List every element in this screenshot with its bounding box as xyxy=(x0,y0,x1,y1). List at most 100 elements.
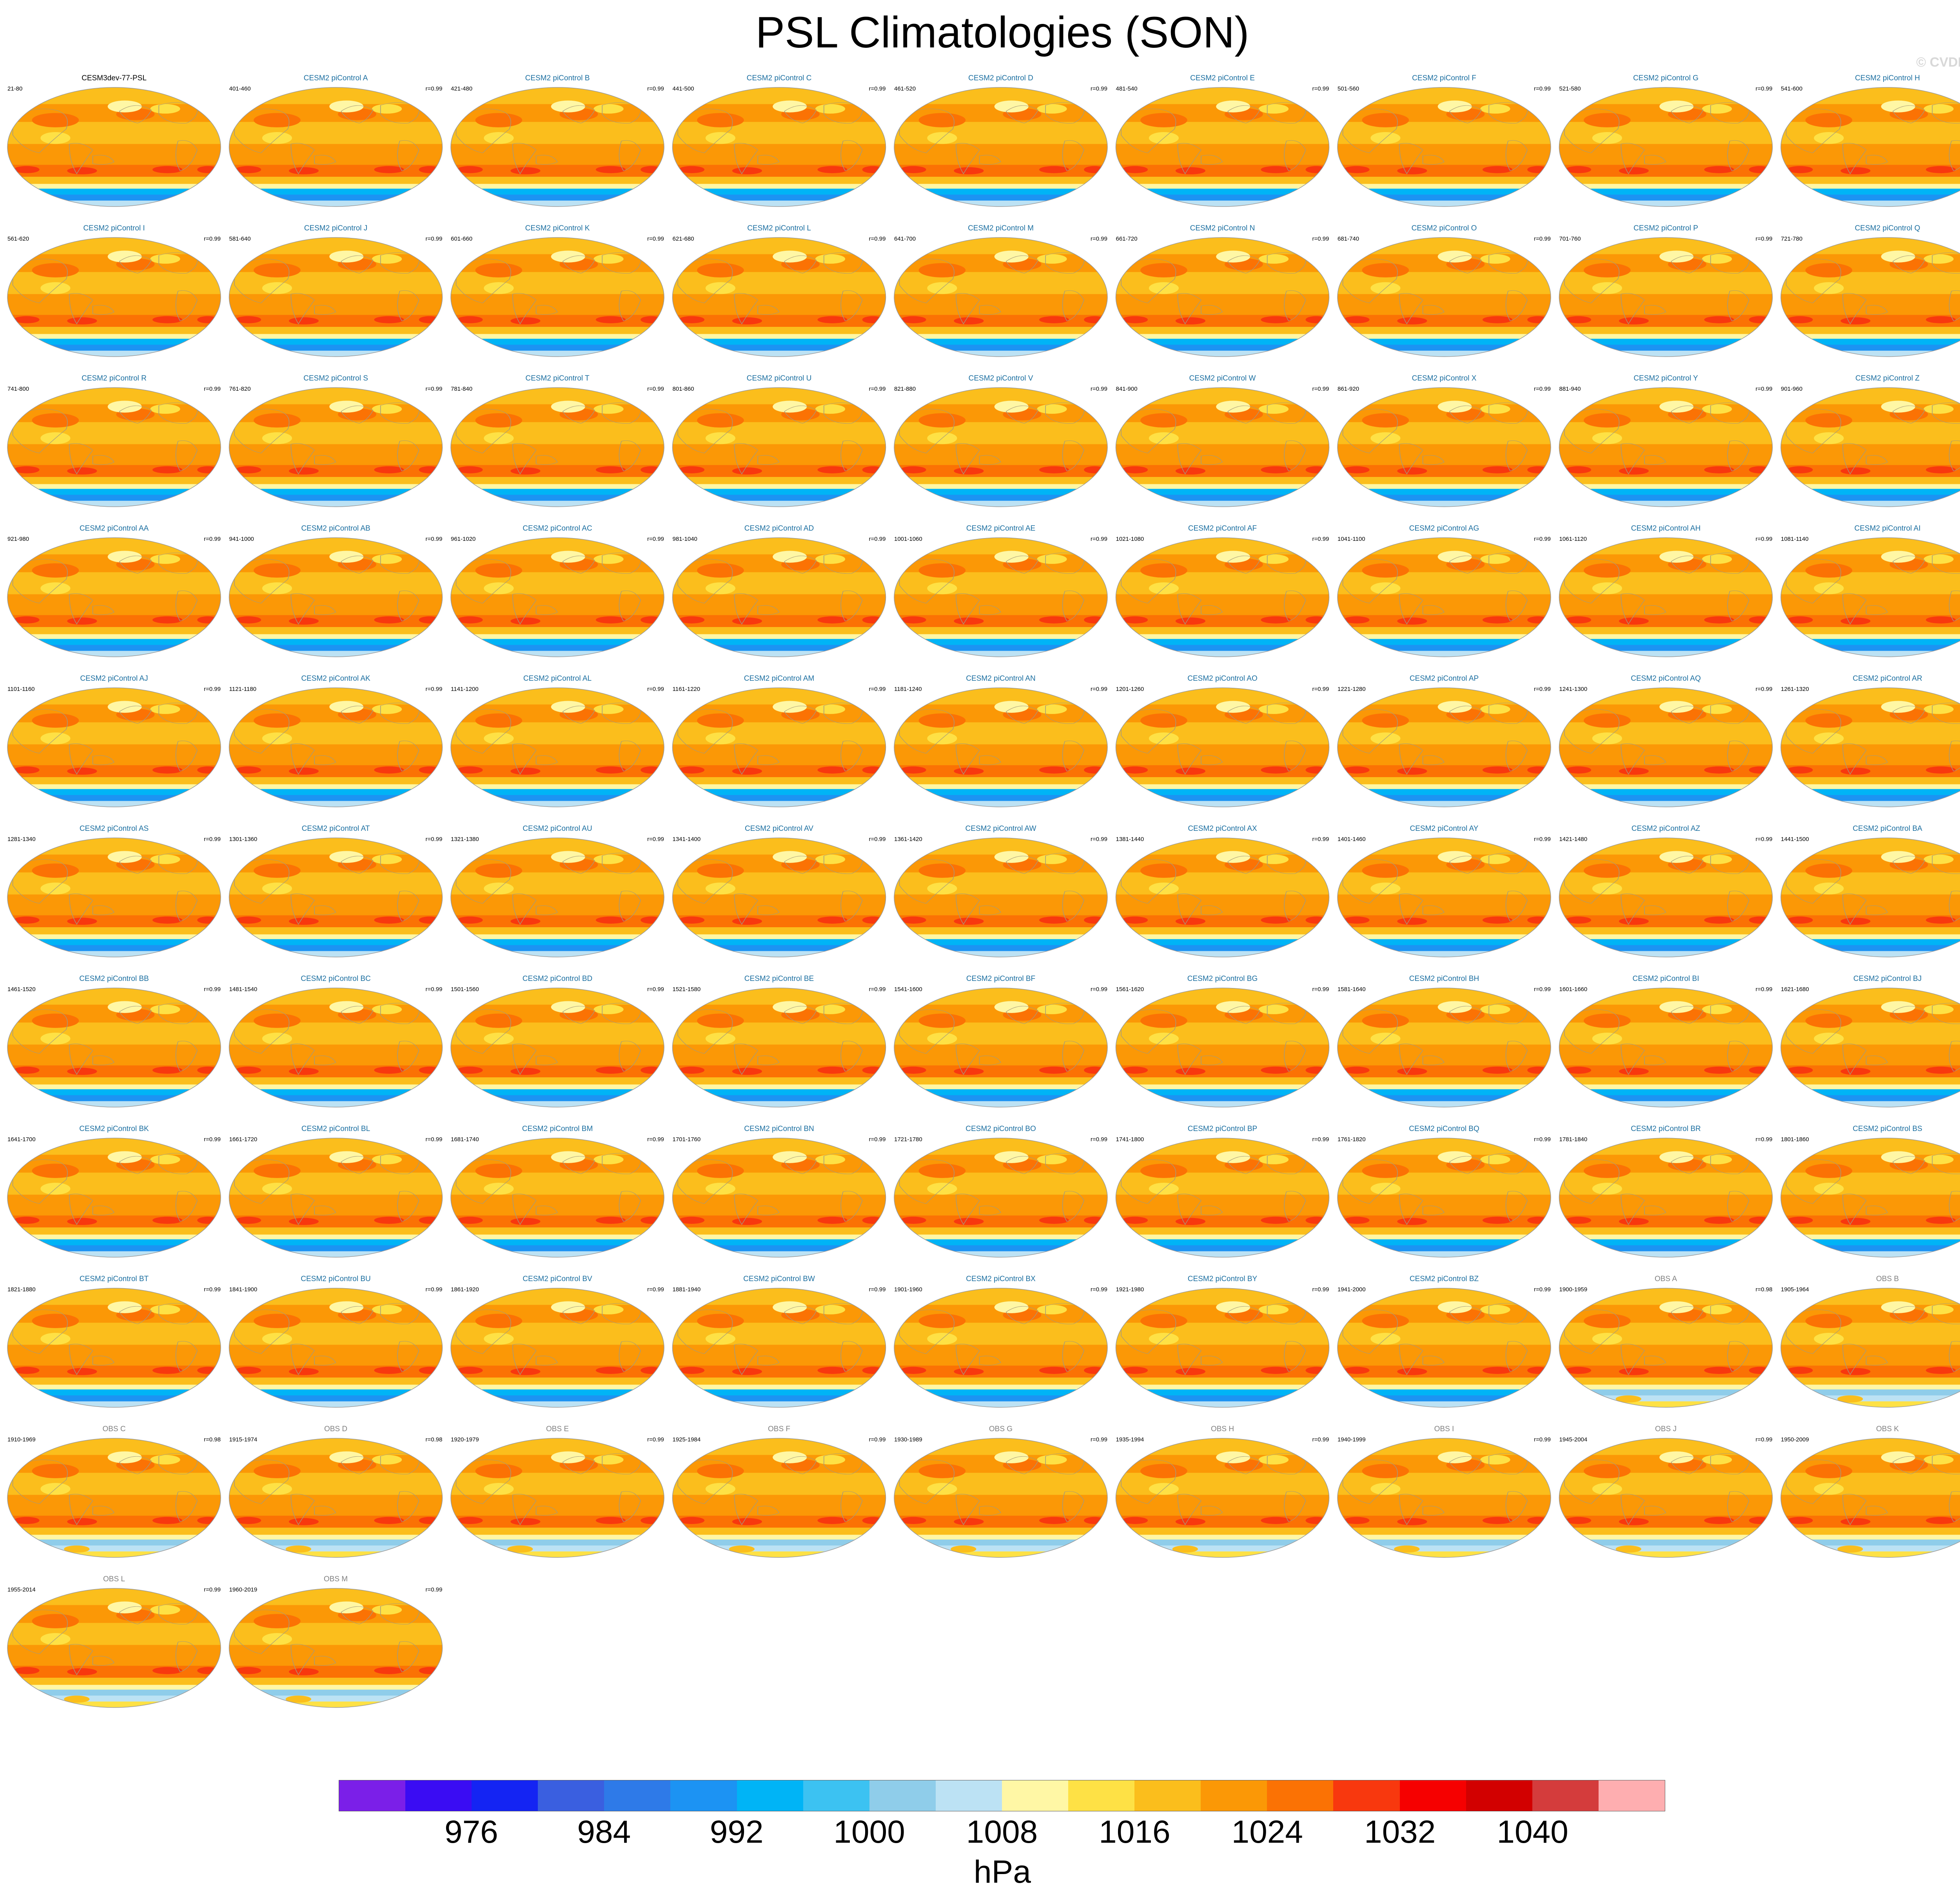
panel-title: CESM2 piControl BU xyxy=(301,1275,370,1283)
pressure-band xyxy=(451,639,664,645)
coastlines xyxy=(1121,102,1307,174)
continent-outline xyxy=(1866,305,1888,315)
pressure-cell xyxy=(1926,316,1956,323)
pressure-cell xyxy=(900,1216,926,1224)
pressure-band xyxy=(1116,1215,1329,1228)
pressure-cell xyxy=(107,1001,142,1013)
pressure-cell xyxy=(475,713,523,728)
continent-outline xyxy=(69,1044,93,1075)
pressure-cell xyxy=(1805,713,1853,728)
coastlines xyxy=(234,703,420,775)
continent-outline xyxy=(1786,559,1841,604)
pressure-band xyxy=(894,1535,1107,1540)
globe-border xyxy=(450,537,664,657)
pressure-cell xyxy=(1175,1368,1205,1375)
pressure-band xyxy=(229,1666,443,1678)
pressure-cell xyxy=(372,704,402,714)
pressure-band xyxy=(7,1234,221,1240)
continent-outline xyxy=(158,703,198,724)
pressure-band xyxy=(1116,327,1329,335)
continent-outline xyxy=(1005,555,1039,574)
continent-outline xyxy=(1564,109,1620,153)
continent-outline xyxy=(456,1459,511,1504)
pressure-cell xyxy=(994,1001,1029,1013)
coastlines xyxy=(677,853,863,925)
pressure-cell xyxy=(1702,104,1732,114)
panel-years: 901-960 xyxy=(1781,386,1802,392)
pressure-band xyxy=(7,1678,221,1686)
pressure-band xyxy=(229,765,443,778)
globe-border xyxy=(1780,988,1960,1108)
continent-outline xyxy=(290,1344,315,1375)
globe-border xyxy=(229,237,443,357)
pressure-band xyxy=(7,334,221,339)
continent-outline xyxy=(314,1356,336,1366)
pressure-cell xyxy=(1437,1001,1472,1013)
coastlines xyxy=(1786,1303,1960,1375)
pressure-band xyxy=(1116,801,1329,807)
globe-border xyxy=(1559,687,1773,807)
pressure-band xyxy=(451,194,664,201)
globe-field xyxy=(1116,1288,1329,1407)
pressure-band xyxy=(451,934,664,940)
pressure-band xyxy=(7,615,221,627)
continent-outline xyxy=(234,1009,290,1054)
continent-outline xyxy=(784,105,817,123)
pressure-cell xyxy=(1527,466,1549,473)
continent-outline xyxy=(314,305,336,315)
pressure-cell xyxy=(235,916,261,924)
globe-border xyxy=(450,1438,664,1558)
globe-border xyxy=(1337,988,1551,1108)
globe-border xyxy=(894,1138,1108,1258)
pressure-cell xyxy=(235,766,261,774)
pressure-band xyxy=(451,1095,664,1102)
panel-years: 1261-1320 xyxy=(1781,686,1809,692)
pressure-band xyxy=(229,801,443,807)
pressure-cell xyxy=(14,1066,40,1074)
pressure-cell xyxy=(1702,1004,1732,1014)
pressure-band xyxy=(1559,784,1773,790)
pressure-cell xyxy=(1881,701,1915,713)
continent-outline xyxy=(1710,1003,1750,1024)
pressure-cell xyxy=(1437,1451,1472,1463)
continent-outline xyxy=(1727,1491,1749,1522)
pressure-cell xyxy=(374,616,404,624)
globe-field xyxy=(1338,838,1551,957)
continent-outline xyxy=(1045,703,1085,724)
pressure-band xyxy=(1781,1195,1960,1216)
panel-title: CESM2 piControl F xyxy=(1412,74,1476,82)
pressure-band xyxy=(1338,495,1551,501)
globe-border xyxy=(894,87,1108,207)
panel-title: CESM2 piControl BL xyxy=(301,1125,370,1133)
pressure-band xyxy=(894,1215,1107,1228)
pressure-cell xyxy=(1480,854,1510,864)
pressure-band xyxy=(1559,327,1773,335)
pressure-cell xyxy=(1527,166,1549,173)
pressure-cell xyxy=(1840,317,1871,324)
continent-outline xyxy=(92,905,114,915)
pressure-band xyxy=(1338,477,1551,485)
pressure-cell xyxy=(815,404,846,414)
continent-outline xyxy=(1621,1044,1645,1075)
pressure-cell xyxy=(900,466,926,473)
pressure-cell xyxy=(679,1517,705,1524)
pressure-band xyxy=(894,1389,1107,1396)
panel-title: CESM2 piControl S xyxy=(303,374,368,382)
pressure-cell xyxy=(150,1455,180,1465)
globe-field xyxy=(894,838,1107,957)
pressure-cell xyxy=(235,1216,261,1224)
continent-outline xyxy=(1621,894,1645,925)
panel-years: 1201-1260 xyxy=(1116,686,1144,692)
coastlines xyxy=(899,402,1085,475)
pressure-band xyxy=(7,477,221,485)
pressure-cell xyxy=(697,563,744,578)
continent-outline xyxy=(69,743,93,775)
continent-outline xyxy=(1227,105,1260,123)
continent-outline xyxy=(955,593,980,625)
globe-border xyxy=(1559,87,1773,207)
